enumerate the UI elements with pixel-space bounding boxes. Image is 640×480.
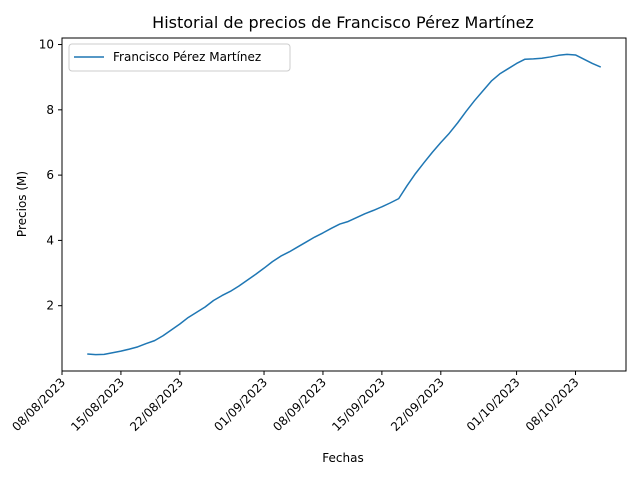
y-axis: 2 4 6 8 10	[39, 38, 62, 313]
y-tick-label: 10	[39, 38, 54, 52]
y-tick-label: 8	[46, 103, 54, 117]
series-line	[87, 53, 602, 356]
x-tick-label: 01/09/2023	[211, 375, 270, 434]
x-tick-label: 08/09/2023	[270, 375, 329, 434]
x-tick-label: 15/08/2023	[68, 375, 127, 434]
x-tick-label: 15/09/2023	[329, 375, 388, 434]
plot-frame	[61, 37, 627, 372]
x-tick-label: 08/10/2023	[523, 375, 582, 434]
x-tick-label: 08/08/2023	[9, 375, 68, 434]
legend-label: Francisco Pérez Martínez	[113, 50, 261, 64]
chart-title: Historial de precios de Francisco Pérez …	[152, 13, 534, 32]
legend-box	[68, 43, 291, 72]
x-tick-label: 22/08/2023	[127, 375, 186, 434]
x-tick-label: 01/10/2023	[464, 375, 523, 434]
x-tick-label: 22/09/2023	[388, 375, 447, 434]
y-tick-label: 6	[46, 168, 54, 182]
y-axis-label: Precios (M)	[15, 171, 29, 237]
y-tick-label: 4	[46, 233, 54, 247]
legend: Francisco Pérez Martínez	[68, 43, 291, 72]
x-axis: 08/08/2023 15/08/2023 22/08/2023 01/09/2023…	[9, 371, 582, 434]
y-tick-label: 2	[46, 299, 54, 313]
plot-area	[87, 53, 602, 356]
x-axis-label: Fechas	[322, 451, 363, 465]
